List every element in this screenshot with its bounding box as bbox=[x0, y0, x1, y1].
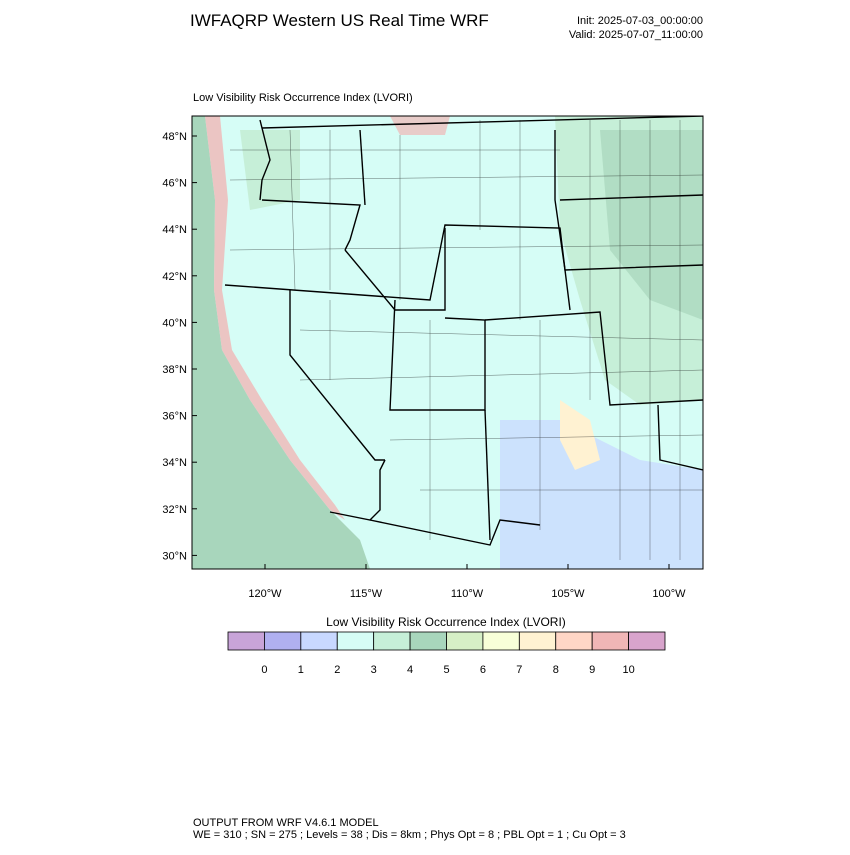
colorbar-box bbox=[227, 631, 265, 651]
colorbar-label: 2 bbox=[334, 664, 340, 676]
map-subtitle: Low Visibility Risk Occurrence Index (LV… bbox=[193, 92, 413, 104]
colorbar-label: 4 bbox=[407, 664, 413, 676]
lon-axis: 120°W 115°W 110°W 105°W 100°W bbox=[248, 564, 686, 600]
lat-label: 46°N bbox=[162, 178, 187, 190]
colorbar-label: 6 bbox=[480, 664, 486, 676]
ocean bbox=[192, 116, 370, 569]
county-borders bbox=[229, 120, 703, 560]
lon-label: 120°W bbox=[248, 588, 282, 600]
lat-label: 44°N bbox=[162, 224, 187, 236]
lat-label: 48°N bbox=[162, 131, 187, 143]
lat-label: 42°N bbox=[162, 271, 187, 283]
footer-line: OUTPUT FROM WRF V4.6.1 MODEL bbox=[193, 817, 379, 829]
lat-axis: 48°N 46°N 44°N 42°N 40°N 38°N 36°N 34°N 32°N 30°N bbox=[162, 131, 197, 562]
colorbar-label: 0 bbox=[261, 664, 267, 676]
colorbar: 0 1 2 3 4 5 6 7 8 9 10 bbox=[227, 631, 666, 676]
lon-label: 115°W bbox=[350, 588, 383, 600]
southern-low bbox=[500, 420, 703, 569]
colorbar-label: 3 bbox=[371, 664, 377, 676]
lon-label: 105°W bbox=[551, 588, 585, 600]
colorbar-label: 10 bbox=[622, 664, 634, 676]
valid-time: Valid: 2025-07-07_11:00:00 bbox=[569, 29, 703, 41]
colorbar-box bbox=[300, 631, 338, 651]
lat-label: 36°N bbox=[162, 411, 187, 423]
colorbar-box bbox=[409, 631, 447, 651]
colorbar-box bbox=[373, 631, 411, 651]
colorbar-box bbox=[591, 631, 629, 651]
lon-label: 100°W bbox=[652, 588, 686, 600]
title: IWFAQRP Western US Real Time WRF bbox=[190, 11, 489, 30]
colorbar-label: 5 bbox=[443, 664, 449, 676]
colorbar-box bbox=[264, 631, 302, 651]
nw-region bbox=[240, 130, 300, 210]
lat-label: 32°N bbox=[162, 504, 187, 516]
lon-label: 110°W bbox=[451, 588, 484, 600]
north-high bbox=[390, 116, 450, 135]
colorbar-box bbox=[555, 631, 593, 651]
colorbar-box bbox=[336, 631, 375, 651]
colorbar-box bbox=[518, 631, 557, 651]
state-borders bbox=[224, 116, 703, 546]
colorbar-label: 8 bbox=[553, 664, 559, 676]
colorbar-label: 7 bbox=[516, 664, 522, 676]
coastal-high bbox=[205, 116, 345, 520]
colorbar-box bbox=[446, 631, 484, 651]
colorbar-label: 1 bbox=[298, 664, 304, 676]
colorbar-label: 9 bbox=[589, 664, 595, 676]
plains-dense bbox=[600, 130, 703, 320]
ne-patch bbox=[560, 400, 600, 470]
footer-line: WE = 310 ; SN = 275 ; Levels = 38 ; Dis … bbox=[193, 829, 626, 841]
lat-label: 30°N bbox=[162, 550, 187, 562]
init-time: Init: 2025-07-03_00:00:00 bbox=[577, 15, 703, 27]
map-frame bbox=[191, 115, 704, 570]
colorbar-box bbox=[482, 631, 520, 651]
colorbar-title: Low Visibility Risk Occurrence Index (LV… bbox=[326, 615, 566, 629]
lat-label: 38°N bbox=[162, 364, 187, 376]
map bbox=[191, 115, 704, 570]
colorbar-box bbox=[628, 631, 666, 651]
lat-label: 34°N bbox=[162, 457, 187, 469]
lat-label: 40°N bbox=[162, 317, 187, 329]
